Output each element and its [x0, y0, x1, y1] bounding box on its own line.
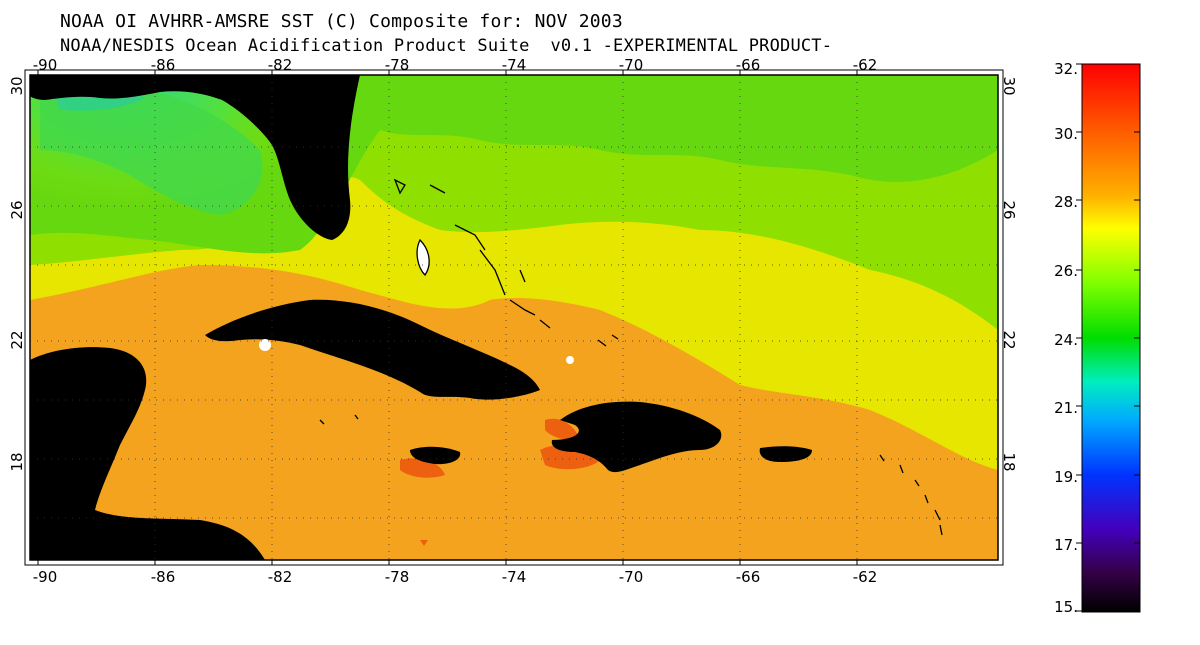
colorbar-label: 19.: [1054, 468, 1078, 486]
lon-label: -62: [853, 568, 878, 586]
colorbar-label: 28.: [1054, 193, 1078, 211]
colorbar-label: 30.: [1054, 125, 1078, 143]
lon-label: -62: [853, 56, 878, 74]
colorbar-label: 17.: [1054, 536, 1078, 554]
jamaica-landmass: [410, 446, 461, 465]
lat-labels-left: 30 26 22 18: [8, 76, 26, 471]
lat-label: 22: [1000, 330, 1018, 349]
colorbar-label: 21.: [1054, 399, 1078, 417]
lon-label: -78: [385, 568, 410, 586]
colorbar-label: 26.: [1054, 262, 1078, 280]
lon-label: -86: [151, 568, 176, 586]
lat-label: 18: [8, 452, 26, 471]
lon-label: -82: [268, 56, 293, 74]
lon-label: -66: [736, 56, 761, 74]
lat-label: 26: [8, 200, 26, 219]
lon-labels-top: -90 -86 -82 -78 -74 -70 -66 -62: [33, 56, 878, 74]
map-frame: [29, 74, 999, 561]
graticule: [30, 75, 998, 560]
lat-label: 30: [1000, 76, 1018, 95]
map-subtitle: NOAA/NESDIS Ocean Acidification Product …: [60, 36, 833, 56]
cuba-landmass: [205, 299, 540, 400]
lat-label: 26: [1000, 200, 1018, 219]
lon-label: -70: [619, 568, 644, 586]
land-masses: [30, 75, 812, 560]
lon-label: -70: [619, 56, 644, 74]
central-america-landmass: [30, 347, 265, 560]
lat-label: 30: [8, 76, 26, 95]
lat-labels-right: 30 26 22 18: [1000, 76, 1018, 471]
lon-label: -82: [268, 568, 293, 586]
lon-label: -66: [736, 568, 761, 586]
colorbar-label: 15.: [1054, 598, 1078, 616]
colorbar: 32. 30. 28. 26. 24. 21. 19. 17. 15.: [1054, 60, 1141, 616]
lat-label: 18: [1000, 452, 1018, 471]
tick-marks: [37, 70, 858, 565]
lat-label: 22: [8, 330, 26, 349]
island-outlines: [319, 178, 943, 536]
ocean-field: [30, 75, 998, 560]
colorbar-gradient: [1081, 63, 1141, 613]
lon-label: -78: [385, 56, 410, 74]
lon-label: -90: [33, 56, 58, 74]
colorbar-label: 24.: [1054, 331, 1078, 349]
lon-label: -90: [33, 568, 58, 586]
lon-label: -86: [151, 56, 176, 74]
hispaniola-landmass: [551, 401, 722, 473]
colorbar-label: 32.: [1054, 60, 1078, 78]
florida-landmass: [30, 75, 360, 240]
lon-label: -74: [502, 56, 527, 74]
puerto-rico-landmass: [759, 446, 812, 462]
lon-labels-bottom: -90 -86 -82 -78 -74 -70 -66 -62: [33, 568, 878, 586]
lon-label: -74: [502, 568, 527, 586]
map-title: NOAA OI AVHRR-AMSRE SST (C) Composite fo…: [60, 11, 623, 32]
